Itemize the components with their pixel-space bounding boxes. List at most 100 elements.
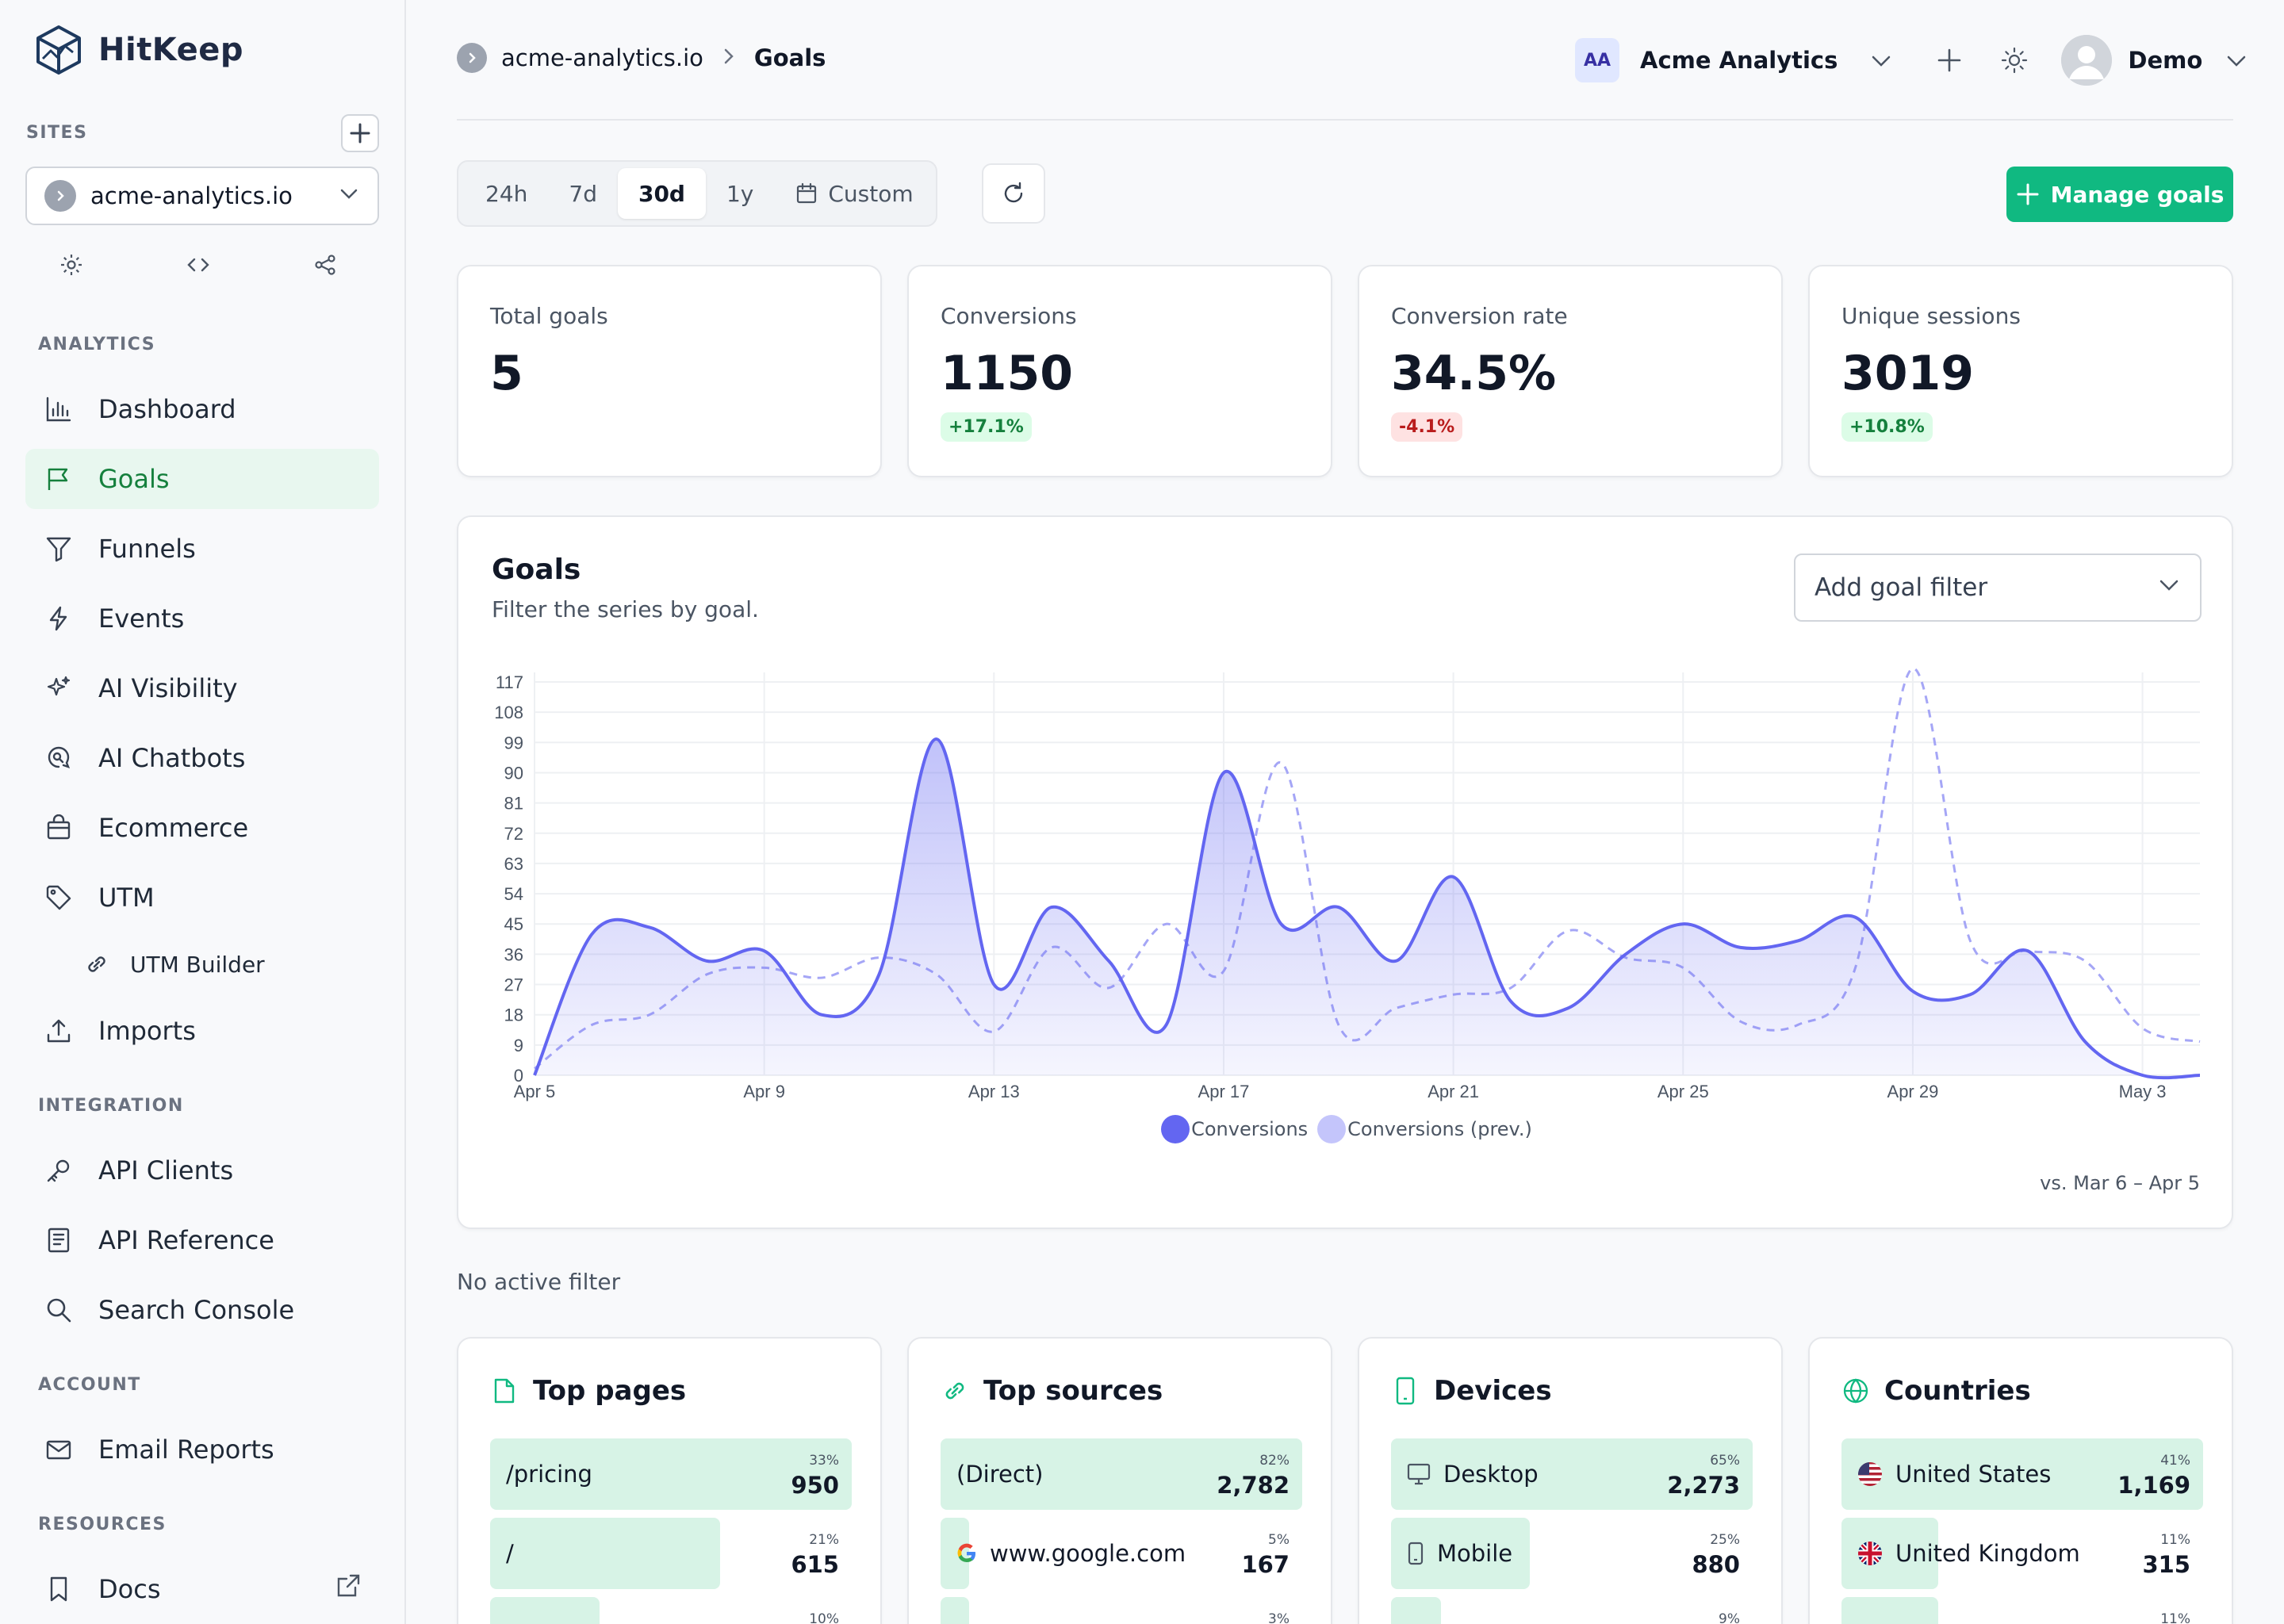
team-avatar[interactable]: AA <box>1575 38 1619 82</box>
legend-item-conversions[interactable]: Conversions <box>1161 1115 1308 1143</box>
date-range-selector: 24h 7d 30d 1y Custom <box>457 160 937 227</box>
sidebar-item-api-clients[interactable]: API Clients <box>25 1140 379 1201</box>
add-site-button[interactable] <box>341 114 379 152</box>
sidebar-item-api-reference[interactable]: API Reference <box>25 1210 379 1270</box>
sidebar-item-utm-builder[interactable]: UTM Builder <box>63 934 379 994</box>
manage-goals-button[interactable]: Manage goals <box>2006 167 2233 222</box>
bar-chart-icon <box>43 393 75 425</box>
chevron-down-icon[interactable] <box>1869 48 1893 72</box>
range-custom-label: Custom <box>828 180 914 207</box>
sidebar-item-label: API Clients <box>98 1155 234 1185</box>
sidebar: HitKeep SITES acme-analytics.io ANALYTIC… <box>0 0 406 1624</box>
breadcrumb-site[interactable]: acme-analytics.io <box>501 44 703 71</box>
sidebar-item-docs[interactable]: Docs <box>25 1559 379 1619</box>
team-switcher[interactable]: Acme Analytics <box>1640 47 1838 74</box>
row-value: 2,273 <box>1667 1472 1740 1499</box>
row-percent: 21% <box>809 1532 839 1548</box>
range-custom-button[interactable]: Custom <box>774 168 933 219</box>
goals-chart-card: Goals Filter the series by goal. Add goa… <box>457 515 2233 1229</box>
avatar[interactable] <box>2061 35 2113 86</box>
legend-item-conversions-prev[interactable]: Conversions (prev.) <box>1317 1115 1532 1143</box>
brand[interactable]: HitKeep <box>35 24 243 76</box>
y-tick-label: 54 <box>504 884 523 904</box>
link-icon <box>941 1377 969 1404</box>
chevron-down-icon[interactable] <box>2225 48 2248 72</box>
user-menu[interactable]: Demo <box>2128 47 2203 74</box>
account-section-label: ACCOUNT <box>38 1375 141 1395</box>
list-row[interactable]: www.google.com 5% 167 <box>941 1518 1302 1589</box>
row-label-wrap: Mobile <box>1407 1518 1512 1589</box>
sidebar-item-search-console[interactable]: Search Console <box>25 1280 379 1340</box>
sidebar-item-events[interactable]: Events <box>25 588 379 649</box>
sidebar-item-label: UTM Builder <box>130 951 265 978</box>
y-tick-label: 9 <box>514 1036 523 1055</box>
row-label: www.google.com <box>990 1540 1186 1567</box>
list-row[interactable]: (Direct) 82% 2,782 <box>941 1438 1302 1510</box>
refresh-button[interactable] <box>982 163 1045 224</box>
list-row[interactable]: Mobile 25% 880 <box>1391 1518 1753 1589</box>
row-label: / <box>506 1540 514 1567</box>
sidebar-item-ecommerce[interactable]: Ecommerce <box>25 798 379 858</box>
list-row[interactable]: 11% <box>1841 1597 2203 1624</box>
list-row[interactable]: / 21% 615 <box>490 1518 852 1589</box>
site-select[interactable]: acme-analytics.io <box>25 167 379 225</box>
gear-icon[interactable] <box>48 252 95 278</box>
goals-chart[interactable]: 0 9 18 27 36 45 54 63 72 81 90 99 108 117 Apr 5 Apr 9 A… <box>458 517 2235 1120</box>
series-area-conversions <box>535 739 2200 1078</box>
list-row[interactable]: Desktop 65% 2,273 <box>1391 1438 1753 1510</box>
sidebar-item-utm[interactable]: UTM <box>25 868 379 928</box>
key-icon <box>43 1155 75 1186</box>
sidebar-item-ai-visibility[interactable]: AI Visibility <box>25 658 379 718</box>
us-flag-icon <box>1857 1461 1883 1487</box>
sidebar-item-label: Imports <box>98 1016 196 1046</box>
row-label: United States <box>1895 1461 2052 1488</box>
breadcrumb: acme-analytics.io Goals <box>457 43 826 73</box>
row-percent: 11% <box>2160 1611 2190 1624</box>
sidebar-item-email-reports[interactable]: Email Reports <box>25 1419 379 1480</box>
y-tick-label: 36 <box>504 944 523 964</box>
range-7d-button[interactable]: 7d <box>569 180 597 207</box>
x-tick-label: Apr 25 <box>1657 1082 1709 1101</box>
row-share-bar <box>941 1597 970 1624</box>
sidebar-item-imports[interactable]: Imports <box>25 1001 379 1061</box>
sidebar-item-ai-chatbots[interactable]: AI Chatbots <box>25 728 379 788</box>
list-row[interactable]: 10% <box>490 1597 852 1624</box>
range-1y-button[interactable]: 1y <box>726 180 754 207</box>
row-share-bar <box>1841 1438 2203 1510</box>
row-percent: 11% <box>2160 1532 2190 1548</box>
header-actions: AA Acme Analytics Demo <box>1575 35 2248 86</box>
bookmark-icon <box>43 1573 75 1605</box>
sidebar-item-dashboard[interactable]: Dashboard <box>25 379 379 439</box>
range-24h-button[interactable]: 24h <box>485 180 528 207</box>
row-label: /pricing <box>506 1461 592 1488</box>
list-row[interactable]: United States 41% 1,169 <box>1841 1438 2203 1510</box>
card-header: Top pages <box>490 1375 686 1407</box>
x-tick-label: Apr 29 <box>1887 1082 1939 1101</box>
stat-label: Conversion rate <box>1391 303 1568 329</box>
sidebar-item-goals[interactable]: Goals <box>25 449 379 509</box>
row-share-bar <box>941 1438 1302 1510</box>
row-label: United Kingdom <box>1895 1540 2080 1567</box>
range-30d-button[interactable]: 30d <box>617 168 706 219</box>
sun-icon[interactable] <box>2001 47 2028 74</box>
list-row[interactable]: United Kingdom 11% 315 <box>1841 1518 2203 1589</box>
stat-card-total-goals: Total goals 5 <box>457 265 882 477</box>
resources-section-label: RESOURCES <box>38 1515 167 1534</box>
y-tick-label: 27 <box>504 975 523 995</box>
goal-filter-select[interactable]: Add goal filter <box>1794 553 2202 622</box>
list-row[interactable]: 9% <box>1391 1597 1753 1624</box>
external-link-icon <box>335 1572 362 1606</box>
goal-filter-placeholder: Add goal filter <box>1815 573 1988 602</box>
sidebar-item-funnels[interactable]: Funnels <box>25 519 379 579</box>
devices-card: Devices Desktop 65% 2,273 Mobile 25% 880… <box>1358 1337 1783 1624</box>
plus-icon[interactable] <box>1936 47 1963 74</box>
row-percent: 9% <box>1719 1611 1740 1624</box>
x-tick-label: Apr 9 <box>743 1082 785 1101</box>
share-icon[interactable] <box>301 252 349 278</box>
row-label-wrap: www.google.com <box>956 1518 1186 1589</box>
sidebar-item-label: Goals <box>98 464 170 494</box>
list-row[interactable]: 3% <box>941 1597 1302 1624</box>
list-row[interactable]: /pricing 33% 950 <box>490 1438 852 1510</box>
code-icon[interactable] <box>174 252 222 278</box>
sidebar-item-label: API Reference <box>98 1225 274 1255</box>
